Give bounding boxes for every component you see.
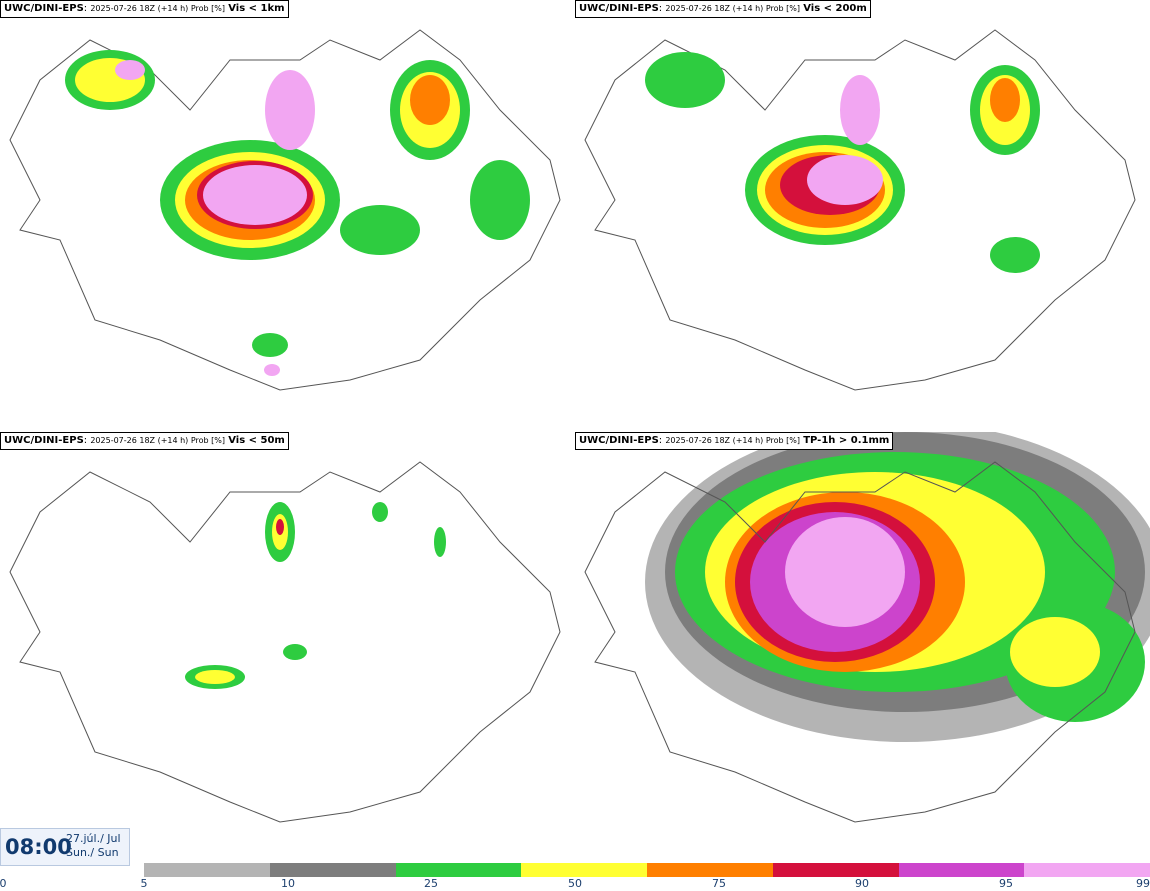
iceland-map — [9, 461, 561, 823]
date-line-1: 27.júl./ Jul — [66, 832, 121, 845]
colorbar-ticks: 0 5 10 25 50 75 90 95 99 — [0, 877, 1150, 891]
probability-colorbar — [144, 863, 1150, 877]
valid-time-clock: 08:00 — [5, 835, 72, 859]
colorbar-tick-label: 50 — [568, 877, 582, 890]
valid-time-box: 08:00 27.júl./ Jul Sun./ Sun — [0, 828, 130, 866]
colorbar-segment — [395, 863, 522, 877]
colorbar-segment — [521, 863, 647, 877]
colorbar-segment — [269, 863, 396, 877]
colorbar-tick-label: 99 — [1136, 877, 1150, 890]
colorbar-segment — [647, 863, 773, 877]
colorbar-segment — [898, 863, 1025, 877]
panel-title: UWC/DINI-EPS: 2025-07-26 18Z (+14 h) Pro… — [0, 432, 289, 450]
panel-title: UWC/DINI-EPS: 2025-07-26 18Z (+14 h) Pro… — [575, 432, 894, 450]
colorbar-tick-label: 90 — [855, 877, 869, 890]
colorbar-tick-label: 25 — [424, 877, 438, 890]
map-panel-vis-200m: UWC/DINI-EPS: 2025-07-26 18Z (+14 h) Pro… — [575, 0, 1150, 430]
map-panel-tp-1h: UWC/DINI-EPS: 2025-07-26 18Z (+14 h) Pro… — [575, 432, 1150, 862]
colorbar-segment — [1024, 863, 1150, 877]
iceland-map — [584, 432, 1150, 823]
colorbar-tick-label: 5 — [140, 877, 148, 890]
iceland-map — [9, 29, 561, 391]
panel-title: UWC/DINI-EPS: 2025-07-26 18Z (+14 h) Pro… — [0, 0, 289, 18]
colorbar-segment — [772, 863, 899, 877]
iceland-map — [584, 29, 1136, 391]
colorbar-tick-label: 75 — [712, 877, 726, 890]
colorbar-tick-label: 0 — [0, 877, 7, 890]
colorbar-tick-label: 95 — [999, 877, 1013, 890]
valid-time-date: 27.júl./ Jul Sun./ Sun — [66, 832, 121, 860]
colorbar-tick-label: 10 — [281, 877, 295, 890]
map-panel-vis-50m: UWC/DINI-EPS: 2025-07-26 18Z (+14 h) Pro… — [0, 432, 575, 862]
panel-title: UWC/DINI-EPS: 2025-07-26 18Z (+14 h) Pro… — [575, 0, 871, 18]
date-line-2: Sun./ Sun — [66, 846, 119, 859]
map-panel-vis-1km: UWC/DINI-EPS: 2025-07-26 18Z (+14 h) Pro… — [0, 0, 575, 430]
colorbar-segment — [144, 863, 270, 877]
